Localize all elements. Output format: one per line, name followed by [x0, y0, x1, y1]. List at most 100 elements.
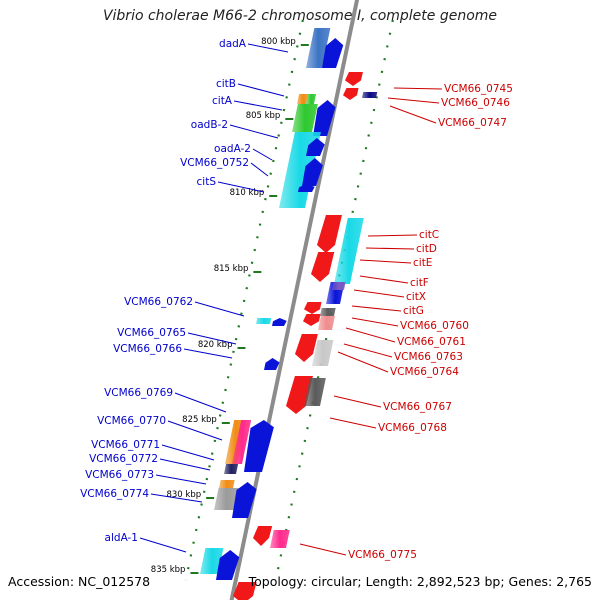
- gene-label-left: VCM66_0752: [180, 157, 249, 169]
- leader-line-left: [194, 301, 245, 317]
- leader-line-left: [187, 332, 237, 345]
- gene-0766-arrow: [264, 358, 280, 370]
- gene-0745-arrow: [345, 72, 363, 86]
- leader-line-left: [252, 148, 273, 161]
- gene-label-left: VCM66_0773: [85, 469, 154, 481]
- gene-citA-arrow: [313, 100, 336, 136]
- gene-0762-box: [256, 318, 272, 324]
- gene-bottom-arrow: [233, 582, 257, 600]
- gene-oadA-arrow: [302, 158, 323, 186]
- leader-line-left: [229, 124, 279, 139]
- leader-line-right: [343, 343, 393, 358]
- leader-line-right: [329, 417, 377, 429]
- gene-label-left: VCM66_0774: [80, 488, 149, 500]
- gene-0771-box: [224, 464, 239, 474]
- gene-label-left: VCM66_0766: [113, 343, 182, 355]
- gene-oadB-arrow: [306, 138, 325, 156]
- gene-label-left: VCM66_0770: [97, 415, 166, 427]
- leader-line-left: [217, 181, 265, 193]
- gene-citB-box: [297, 94, 309, 104]
- kbp-tick-label: 815 kbp: [214, 264, 249, 274]
- gene-label-right: citD: [416, 243, 437, 255]
- leader-line-left: [155, 474, 207, 485]
- map-title: Vibrio cholerae M66-2 chromosome I, comp…: [102, 8, 498, 24]
- gene-0770-arrow: [244, 420, 274, 472]
- leader-line-left: [183, 348, 233, 359]
- gene-label-left: dadA: [219, 38, 247, 50]
- gene-citA-box: [292, 104, 318, 132]
- gene-0770-box-pink: [232, 420, 252, 464]
- gene-label-right: VCM66_0747: [438, 117, 507, 129]
- gene-label-right: VCM66_0767: [383, 401, 452, 413]
- leader-line-left: [167, 420, 223, 441]
- kbp-tick-label: 805 kbp: [246, 111, 281, 121]
- gene-0775-arrow: [253, 526, 273, 546]
- gene-citS-arrow: [298, 184, 315, 192]
- leader-line-right: [337, 351, 389, 373]
- gene-0774-arrow: [232, 482, 257, 518]
- gene-0761-box: [318, 316, 335, 330]
- leader-line-left: [161, 444, 215, 461]
- kbp-tick-label: 830 kbp: [166, 490, 201, 500]
- kbp-tick-label: 835 kbp: [151, 565, 186, 575]
- leader-line-right: [353, 289, 405, 298]
- leader-line-right: [359, 259, 412, 264]
- gene-0773-box-orange: [219, 480, 235, 488]
- gene-label-right: citX: [406, 291, 426, 303]
- gene-label-right: VCM66_0760: [400, 320, 469, 332]
- leader-line-left: [150, 493, 203, 503]
- gene-label-left: citB: [216, 78, 236, 90]
- leader-line-left: [247, 43, 289, 53]
- leader-line-left: [174, 392, 227, 413]
- leader-line-right: [365, 247, 415, 250]
- gene-0774-box: [214, 488, 239, 510]
- gene-label-right: VCM66_0761: [397, 336, 466, 348]
- gene-citE-arrow: [311, 252, 335, 282]
- gene-0775-box: [270, 530, 290, 548]
- leader-line-right: [345, 327, 396, 343]
- gene-label-right: VCM66_0745: [444, 83, 513, 95]
- gene-label-right: VCM66_0746: [441, 97, 510, 109]
- leader-line-right: [359, 275, 409, 284]
- gene-label-left: VCM66_0771: [91, 439, 160, 451]
- accession-text: Accession: NC_012578: [8, 574, 151, 589]
- kbp-tick-label: 800 kbp: [261, 37, 296, 47]
- leader-line-left: [159, 458, 211, 471]
- left-track-dots: [184, 19, 304, 581]
- gene-label-right: VCM66_0764: [390, 366, 459, 378]
- gene-citF-box: [332, 282, 346, 290]
- gene-label-right: VCM66_0768: [378, 422, 447, 434]
- gene-label-right: citC: [419, 229, 439, 241]
- gene-0768-box: [304, 378, 326, 406]
- gene-label-left: citA: [212, 95, 233, 107]
- leader-line-right: [393, 87, 443, 90]
- gene-0762-arrow: [272, 318, 287, 326]
- gene-0747-box: [362, 92, 378, 98]
- kbp-tick-label: 825 kbp: [182, 415, 217, 425]
- leader-line-right: [333, 395, 382, 408]
- gene-0746-arrow: [343, 88, 359, 100]
- gene-0763-arrow: [295, 334, 318, 362]
- gene-label-left: citS: [197, 176, 217, 188]
- gene-label-left: VCM66_0772: [89, 453, 158, 465]
- gene-label-right: citG: [403, 305, 424, 317]
- gene-0764-box: [312, 340, 334, 366]
- gene-label-left: VCM66_0765: [117, 327, 186, 339]
- gene-label-left: aldA-1: [105, 532, 138, 544]
- gene-label-right: citF: [410, 277, 429, 289]
- leader-line-right: [351, 305, 402, 312]
- leader-line-right: [387, 97, 440, 104]
- kbp-tick-label: 810 kbp: [230, 188, 265, 198]
- gene-label-left: VCM66_0762: [124, 296, 193, 308]
- gene-aldA-arrow: [216, 550, 240, 580]
- gene-citD-box: [334, 218, 364, 284]
- leader-line-left: [233, 100, 283, 111]
- gene-dadA-box: [306, 28, 331, 68]
- gene-label-right: VCM66_0775: [348, 549, 417, 561]
- leader-line-left: [250, 162, 269, 177]
- gene-dadA-arrow: [322, 38, 344, 68]
- gene-label-right: VCM66_0763: [394, 351, 463, 363]
- gene-0760-arrow: [304, 302, 322, 314]
- leader-line-right: [389, 105, 437, 124]
